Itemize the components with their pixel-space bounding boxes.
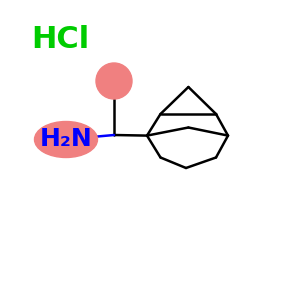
Text: H₂N: H₂N <box>40 128 92 152</box>
Text: HCl: HCl <box>31 25 89 53</box>
Circle shape <box>96 63 132 99</box>
Ellipse shape <box>34 122 98 158</box>
